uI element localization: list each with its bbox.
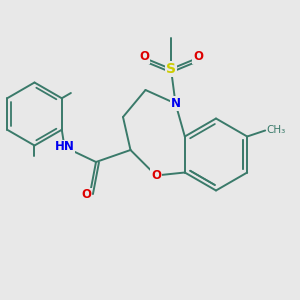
Text: CH₃: CH₃	[267, 124, 286, 135]
Text: O: O	[193, 50, 203, 64]
Text: S: S	[166, 62, 176, 76]
Text: O: O	[81, 188, 92, 202]
Text: N: N	[170, 97, 181, 110]
Text: HN: HN	[55, 140, 74, 154]
Text: O: O	[139, 50, 149, 64]
Text: O: O	[151, 169, 161, 182]
